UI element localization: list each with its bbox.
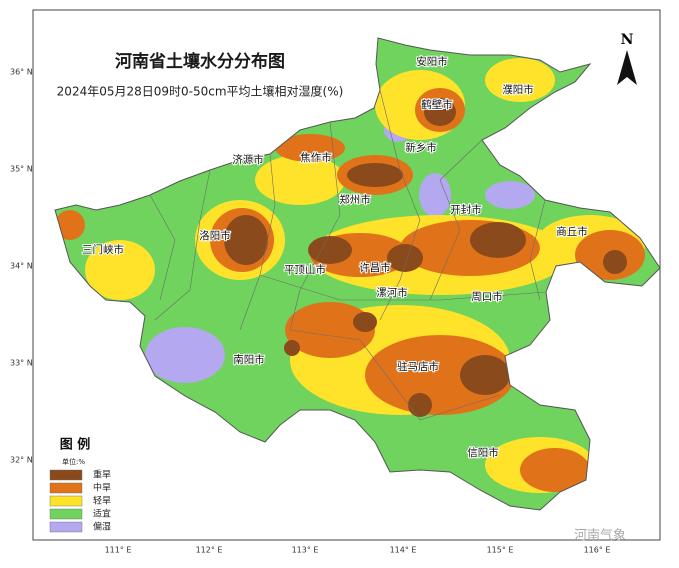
north-arrow: [617, 50, 637, 85]
city-label: 信阳市: [467, 446, 499, 459]
latitude-label: 35° N: [10, 165, 33, 174]
legend-label: 偏湿: [93, 521, 111, 533]
watermark: 河南气象: [574, 528, 626, 544]
longitude-label: 113° E: [292, 546, 319, 555]
city-label: 濮阳市: [502, 83, 534, 96]
longitude-label: 112° E: [196, 546, 223, 555]
city-label: 驻马店市: [397, 360, 439, 373]
city-label: 济源市: [232, 153, 264, 166]
city-label: 焦作市: [300, 151, 332, 164]
latitude-labels: 36° N 35° N 34° N 33° N 32° N: [10, 68, 33, 465]
legend-unit: 单位:%: [62, 457, 85, 466]
longitude-label: 115° E: [487, 546, 514, 555]
city-label: 洛阳市: [199, 229, 231, 242]
city-label: 周口市: [471, 290, 503, 303]
city-label: 平顶山市: [284, 263, 326, 276]
map-subtitle: 2024年05月28日09时0-50cm平均土壤相对湿度(%): [57, 84, 344, 99]
city-label: 安阳市: [416, 55, 448, 68]
longitude-label: 114° E: [390, 546, 417, 555]
latitude-label: 34° N: [10, 262, 33, 271]
legend-swatch: [49, 495, 83, 507]
legend-swatch: [49, 469, 83, 481]
city-label: 开封市: [450, 203, 482, 216]
legend-swatch: [49, 482, 83, 494]
north-label: N: [621, 32, 634, 48]
latitude-label: 32° N: [10, 456, 33, 465]
legend-swatch: [49, 508, 83, 520]
legend-label: 适宜: [93, 508, 111, 520]
city-label: 鹤壁市: [421, 98, 453, 111]
longitude-label: 111° E: [105, 546, 132, 555]
city-label: 南阳市: [233, 353, 265, 366]
legend-swatch: [49, 521, 83, 533]
city-label: 新乡市: [405, 141, 437, 154]
legend-label: 轻旱: [93, 495, 111, 507]
city-label: 郑州市: [339, 193, 371, 206]
longitude-label: 116° E: [584, 546, 611, 555]
city-label: 商丘市: [556, 225, 588, 238]
latitude-label: 33° N: [10, 359, 33, 368]
city-label: 三门峡市: [82, 243, 124, 256]
city-borders: [149, 89, 547, 421]
legend-title: 图 例: [60, 437, 91, 453]
latitude-label: 36° N: [10, 68, 33, 77]
city-label: 漯河市: [376, 286, 408, 299]
city-label: 许昌市: [359, 261, 391, 274]
longitude-labels: 111° E 112° E 113° E 114° E 115° E 116° E: [105, 546, 611, 555]
map-title: 河南省土壤水分分布图: [115, 51, 285, 72]
legend-label: 重旱: [93, 469, 111, 481]
legend-label: 中旱: [93, 482, 111, 494]
